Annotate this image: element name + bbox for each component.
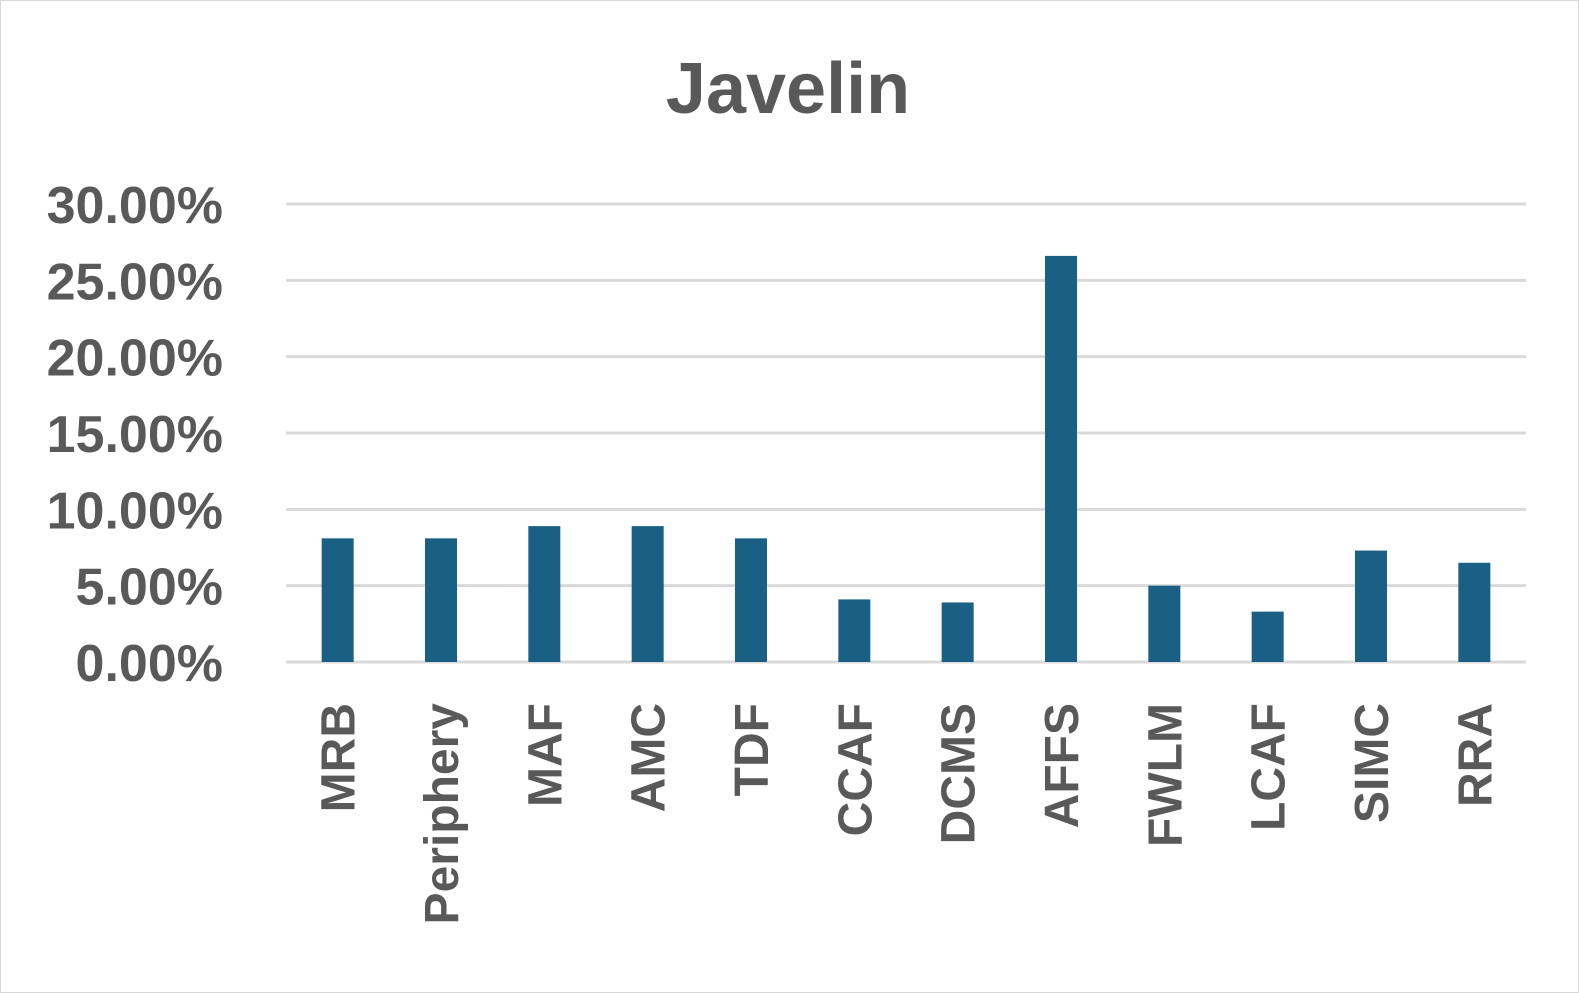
bar-dcms bbox=[941, 602, 974, 662]
bar-maf bbox=[528, 526, 561, 662]
bar-amc bbox=[631, 526, 664, 662]
bar-fwlm bbox=[1148, 585, 1181, 662]
x-tick-label: DCMS bbox=[933, 703, 986, 844]
y-tick-label: 30.00% bbox=[47, 177, 223, 235]
y-tick-label: 25.00% bbox=[47, 253, 223, 311]
bar-rra bbox=[1458, 562, 1491, 662]
x-tick-label: AMC bbox=[623, 703, 676, 812]
x-tick-label: CCAF bbox=[829, 703, 882, 836]
bar-lcaf bbox=[1251, 611, 1284, 662]
bar-periphery bbox=[425, 538, 457, 662]
x-tick-label: SIMC bbox=[1346, 703, 1399, 823]
x-tick-label: RRA bbox=[1449, 703, 1502, 807]
bar-ccaf bbox=[838, 599, 871, 662]
x-tick-label: FWLM bbox=[1139, 703, 1192, 847]
y-tick-label: 0.00% bbox=[76, 635, 223, 693]
y-tick-label: 5.00% bbox=[76, 559, 223, 617]
bars bbox=[321, 255, 1491, 662]
bar-simc bbox=[1355, 550, 1387, 662]
x-tick-label: LCAF bbox=[1243, 703, 1296, 831]
bar-tdf bbox=[735, 538, 767, 662]
bar-affs bbox=[1045, 255, 1077, 662]
y-tick-label: 20.00% bbox=[47, 330, 223, 388]
chart-title: Javelin bbox=[666, 49, 910, 129]
x-tick-label: Periphery bbox=[416, 703, 469, 925]
x-tick-label: AFFS bbox=[1036, 703, 1089, 828]
gridlines bbox=[286, 202, 1526, 664]
x-tick-label: MRB bbox=[313, 703, 366, 812]
y-axis-ticks: 0.00% 5.00% 10.00% 15.00% 20.00% 25.00% 30.00% bbox=[47, 177, 223, 693]
y-tick-label: 10.00% bbox=[47, 482, 223, 540]
y-tick-label: 15.00% bbox=[47, 406, 223, 464]
bar-mrb bbox=[321, 538, 354, 662]
x-tick-label: MAF bbox=[519, 703, 572, 807]
x-axis-ticks: MRB Periphery MAF AMC TDF CCAF DCMS AFFS FWLM LCA… bbox=[313, 703, 1503, 925]
x-tick-label: TDF bbox=[726, 703, 779, 796]
